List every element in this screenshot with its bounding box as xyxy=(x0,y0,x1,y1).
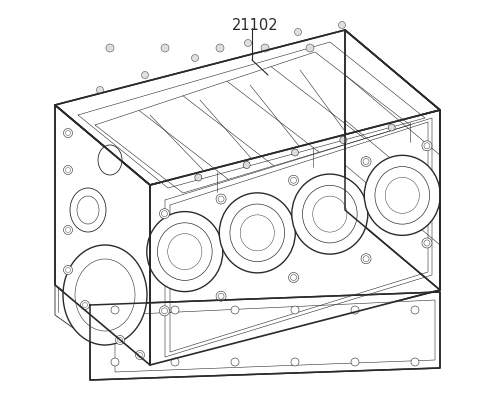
Circle shape xyxy=(216,194,226,204)
Circle shape xyxy=(192,54,199,62)
Circle shape xyxy=(83,302,87,308)
Circle shape xyxy=(65,268,71,272)
Circle shape xyxy=(161,211,168,217)
Circle shape xyxy=(111,306,119,314)
Circle shape xyxy=(291,306,299,314)
Ellipse shape xyxy=(230,204,285,262)
Circle shape xyxy=(171,358,179,366)
Circle shape xyxy=(261,44,269,52)
Circle shape xyxy=(361,156,371,166)
Ellipse shape xyxy=(292,174,368,254)
Circle shape xyxy=(96,86,104,94)
Circle shape xyxy=(422,238,432,248)
Circle shape xyxy=(65,130,71,136)
Polygon shape xyxy=(78,42,425,188)
Ellipse shape xyxy=(63,245,147,345)
Circle shape xyxy=(218,293,224,299)
Polygon shape xyxy=(115,300,435,372)
Circle shape xyxy=(118,338,122,342)
Polygon shape xyxy=(95,52,410,193)
Circle shape xyxy=(116,336,124,344)
Ellipse shape xyxy=(77,196,99,224)
Circle shape xyxy=(111,358,119,366)
Polygon shape xyxy=(345,30,440,290)
Polygon shape xyxy=(55,285,90,340)
Circle shape xyxy=(216,291,226,301)
Circle shape xyxy=(361,254,371,264)
Circle shape xyxy=(63,166,72,174)
Circle shape xyxy=(195,174,202,181)
Polygon shape xyxy=(150,110,440,365)
Ellipse shape xyxy=(240,215,275,251)
Ellipse shape xyxy=(385,177,420,213)
Polygon shape xyxy=(90,292,440,380)
Circle shape xyxy=(424,143,430,149)
Circle shape xyxy=(161,308,168,314)
Circle shape xyxy=(306,44,314,52)
Circle shape xyxy=(218,196,224,202)
Circle shape xyxy=(363,158,369,164)
Ellipse shape xyxy=(70,188,106,232)
Circle shape xyxy=(243,162,250,168)
Circle shape xyxy=(216,44,224,52)
Text: 21102: 21102 xyxy=(232,18,278,33)
Ellipse shape xyxy=(312,196,347,232)
Ellipse shape xyxy=(98,145,122,175)
Circle shape xyxy=(65,228,71,232)
Circle shape xyxy=(291,358,299,366)
Circle shape xyxy=(338,22,346,28)
Ellipse shape xyxy=(147,212,223,292)
Ellipse shape xyxy=(375,166,430,224)
Circle shape xyxy=(288,175,299,185)
Circle shape xyxy=(135,350,144,360)
Circle shape xyxy=(424,240,430,246)
Circle shape xyxy=(411,358,419,366)
Ellipse shape xyxy=(75,259,135,331)
Circle shape xyxy=(388,124,395,131)
Circle shape xyxy=(63,128,72,138)
Ellipse shape xyxy=(157,223,212,280)
Circle shape xyxy=(65,168,71,172)
Polygon shape xyxy=(170,122,428,352)
Polygon shape xyxy=(165,118,432,357)
Circle shape xyxy=(290,177,297,183)
Circle shape xyxy=(351,306,359,314)
Circle shape xyxy=(351,358,359,366)
Ellipse shape xyxy=(302,185,357,243)
Circle shape xyxy=(244,40,252,46)
Circle shape xyxy=(159,306,169,316)
Circle shape xyxy=(411,306,419,314)
Polygon shape xyxy=(55,105,150,365)
Circle shape xyxy=(106,44,114,52)
Circle shape xyxy=(422,141,432,151)
Circle shape xyxy=(171,306,179,314)
Ellipse shape xyxy=(219,193,295,273)
Circle shape xyxy=(231,358,239,366)
Ellipse shape xyxy=(168,234,202,270)
Circle shape xyxy=(363,256,369,262)
Circle shape xyxy=(142,72,148,78)
Circle shape xyxy=(159,209,169,219)
Circle shape xyxy=(81,300,89,310)
Circle shape xyxy=(63,266,72,274)
Circle shape xyxy=(63,226,72,234)
Circle shape xyxy=(295,28,301,36)
Circle shape xyxy=(231,306,239,314)
Circle shape xyxy=(340,136,347,144)
Circle shape xyxy=(291,149,299,156)
Polygon shape xyxy=(55,30,440,185)
Ellipse shape xyxy=(364,155,440,235)
Circle shape xyxy=(290,274,297,280)
Circle shape xyxy=(137,352,143,358)
Circle shape xyxy=(161,44,169,52)
Circle shape xyxy=(288,272,299,282)
